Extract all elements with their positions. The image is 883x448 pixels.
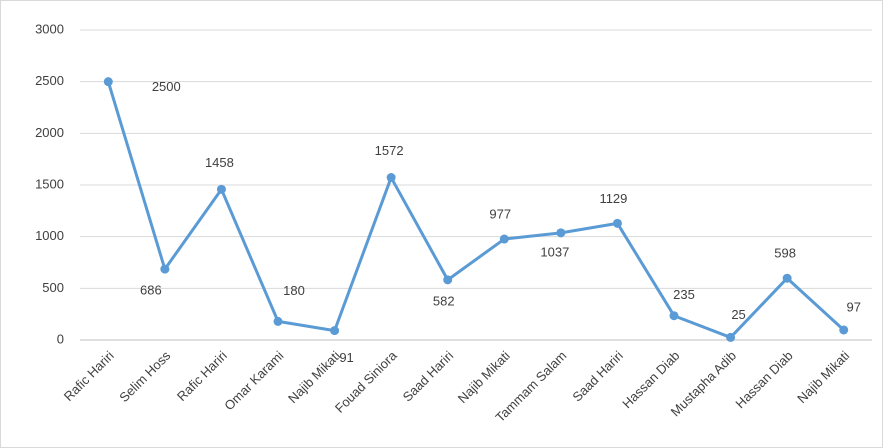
data-point xyxy=(839,325,849,335)
data-label: 977 xyxy=(489,206,511,221)
data-point xyxy=(443,275,453,285)
data-label: 1458 xyxy=(205,155,234,170)
y-tick-label: 1000 xyxy=(35,228,64,243)
data-label: 598 xyxy=(774,246,796,261)
data-label: 1037 xyxy=(540,244,569,259)
data-point xyxy=(160,264,170,274)
data-label: 180 xyxy=(283,283,305,298)
y-tick-label: 2000 xyxy=(35,125,64,140)
data-label: 235 xyxy=(673,287,695,302)
data-label: 2500 xyxy=(152,79,181,94)
data-point xyxy=(669,311,679,321)
data-point xyxy=(556,228,566,238)
data-line xyxy=(106,81,845,339)
data-point xyxy=(782,273,792,283)
data-label: 91 xyxy=(339,350,353,365)
data-point xyxy=(216,184,226,194)
data-point xyxy=(499,234,509,244)
data-point xyxy=(726,332,736,342)
data-label: 1129 xyxy=(599,191,627,206)
y-tick-label: 1500 xyxy=(35,176,64,191)
y-tick-label: 0 xyxy=(57,331,64,346)
data-label: 1572 xyxy=(375,143,404,158)
data-point xyxy=(273,316,283,326)
data-label: 97 xyxy=(846,299,860,314)
data-point xyxy=(612,218,622,228)
data-label: 686 xyxy=(140,283,162,298)
y-tick-label: 3000 xyxy=(35,21,64,36)
y-tick-label: 500 xyxy=(42,280,64,295)
data-label: 25 xyxy=(731,307,745,322)
y-tick-label: 2500 xyxy=(35,73,64,88)
data-point xyxy=(103,77,113,87)
data-point xyxy=(330,326,340,336)
data-point xyxy=(386,173,396,183)
data-label: 582 xyxy=(433,293,455,308)
